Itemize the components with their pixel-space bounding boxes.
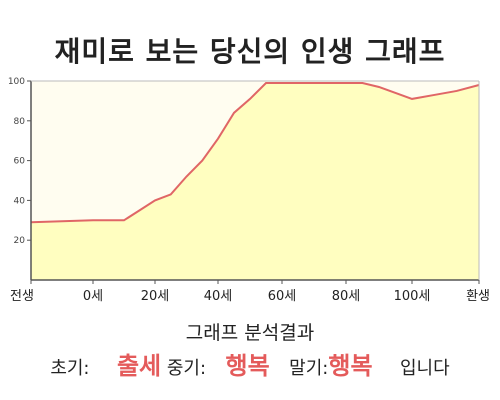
mid-label: 중기: — [166, 358, 207, 379]
x-tick-label: 80세 — [332, 289, 361, 304]
x-tick-label: 100세 — [394, 289, 431, 304]
chart-title: 재미로 보는 당신의 인생 그래프 — [54, 35, 446, 68]
y-tick-label: 40 — [14, 196, 26, 206]
analysis-heading: 그래프 분석결과 — [185, 322, 315, 344]
mid-value: 행복 — [225, 352, 270, 380]
early-value: 출세 — [116, 352, 162, 380]
y-tick-label: 100 — [8, 77, 25, 87]
early-label: 초기: — [50, 358, 90, 379]
x-tick-label: 전생 — [10, 289, 34, 304]
x-tick-label: 환생 — [466, 289, 490, 304]
analysis-result: 초기: 출세 중기: 행복 말기:행복 입니다 — [0, 346, 500, 381]
x-tick-label: 60세 — [268, 289, 297, 304]
y-tick-label: 20 — [14, 236, 26, 246]
series-area — [31, 82, 479, 281]
series-line — [30, 81, 480, 224]
x-tick-label: 20세 — [141, 289, 170, 304]
x-tick-label: 40세 — [204, 289, 233, 304]
x-tick-label: 0세 — [83, 289, 103, 304]
late-label: 말기: — [289, 358, 329, 379]
y-tick-label: 80 — [14, 117, 26, 127]
y-tick-label: 60 — [14, 157, 26, 167]
result-suffix: 입니다 — [400, 358, 450, 379]
late-value: 행복 — [328, 352, 373, 380]
